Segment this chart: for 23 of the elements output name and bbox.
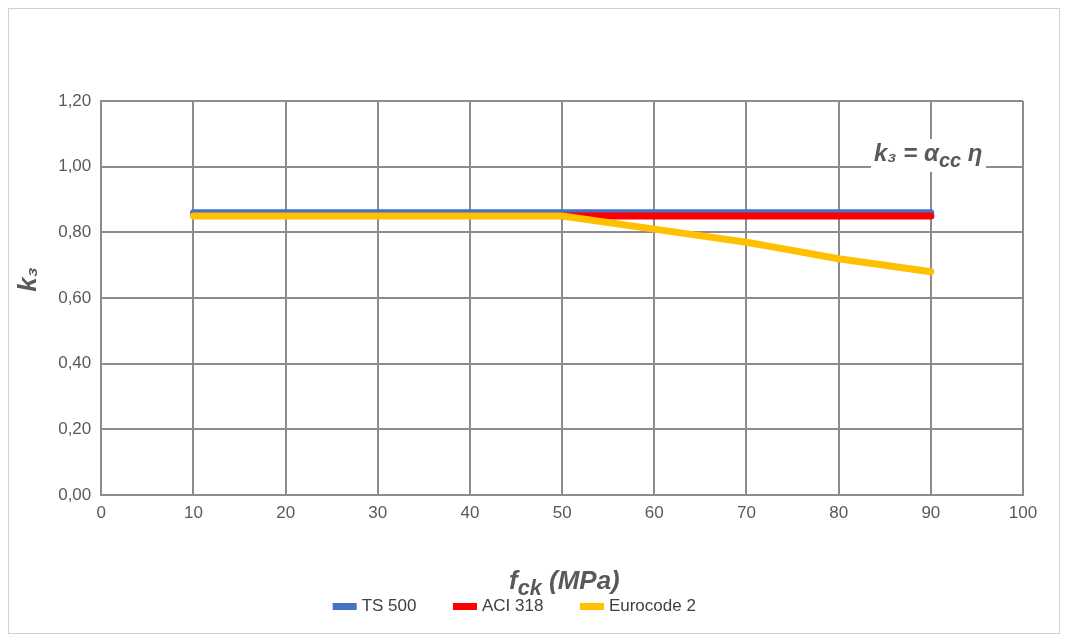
legend-label: Eurocode 2 <box>608 596 696 616</box>
annotation: k₃ = α$_{cc}$ η <box>871 139 986 172</box>
y-tick-label: 1,00 <box>58 156 92 176</box>
x-tick-label: 80 <box>829 503 849 523</box>
y-tick-label: 0,20 <box>58 419 92 439</box>
x-tick-label: 60 <box>644 503 664 523</box>
x-tick-label: 40 <box>460 503 480 523</box>
x-tick-label: 90 <box>921 503 941 523</box>
y-tick-label: 0,40 <box>58 353 92 373</box>
x-tick-label: 0 <box>96 503 107 523</box>
legend-label: ACI 318 <box>481 596 544 616</box>
y-tick-label: 0,80 <box>58 222 92 242</box>
y-tick-label: 0,60 <box>58 287 92 307</box>
x-tick-label: 30 <box>368 503 388 523</box>
x-tick-label: 70 <box>737 503 756 523</box>
x-tick-label: 10 <box>184 503 203 523</box>
y-tick-label: 0,00 <box>58 484 92 504</box>
legend-label: TS 500 <box>361 596 417 616</box>
y-tick-label: 1,20 <box>58 90 92 110</box>
x-tick-label: 50 <box>552 503 572 523</box>
y-axis-title: k₃ <box>11 267 43 292</box>
x-tick-label: 100 <box>1008 503 1038 523</box>
x-tick-label: 20 <box>276 503 296 523</box>
